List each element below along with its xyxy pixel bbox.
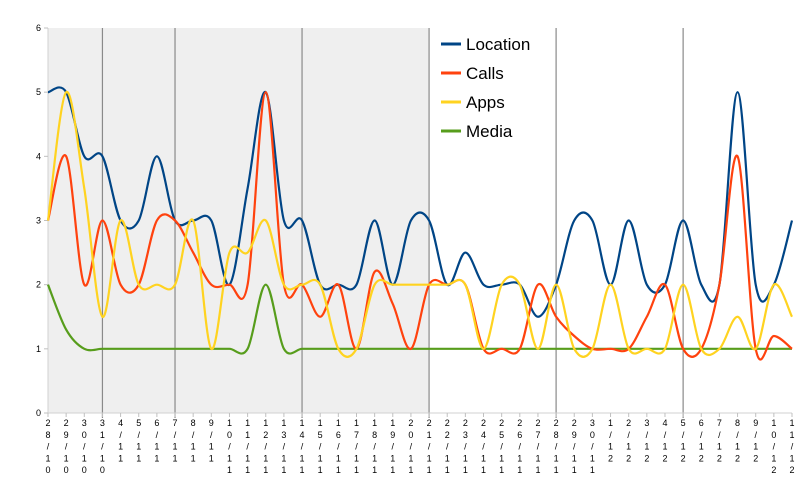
legend-label: Calls — [466, 64, 504, 83]
x-tick-label: 2 4/1 1 — [481, 418, 486, 475]
x-tick-label: 1 3/1 1 — [281, 418, 286, 475]
x-tick-label: 1 9/1 1 — [390, 418, 395, 475]
x-tick-label: 2 8/1 1 — [554, 418, 559, 475]
x-tick-label: 2 9/1 1 — [572, 418, 577, 475]
y-tick-label: 4 — [36, 151, 41, 161]
x-tick-label: 8/1 1 — [191, 418, 196, 463]
legend-label: Location — [466, 35, 530, 54]
x-tick-label: 1/1 2 — [608, 418, 613, 463]
x-tick-label: 2 9/1 0 — [64, 418, 69, 475]
x-tick-label: 5/1 2 — [681, 418, 686, 463]
x-tick-label: 1 8/1 1 — [372, 418, 377, 475]
y-tick-label: 1 — [36, 344, 41, 354]
x-tick-label: 1 0/1 2 — [771, 418, 776, 475]
x-tick-label: 1 1/1 2 — [789, 418, 794, 475]
x-tick-label: 2 2/1 1 — [445, 418, 450, 475]
x-tick-label: 2 7/1 1 — [535, 418, 540, 475]
x-tick-label: 1 4/1 1 — [300, 418, 305, 475]
x-tick-label: 2 1/1 1 — [427, 418, 432, 475]
x-tick-label: 1 6/1 1 — [336, 418, 341, 475]
x-tick-label: 2/1 2 — [626, 418, 631, 463]
legend-label: Media — [466, 122, 513, 141]
x-tick-labels: 2 8/1 0 2 9/1 0 3 0/1 0 3 1/1 0 4/1 1 5/1 1 6/1 1 7/1 1 8/1 1… — [45, 413, 795, 475]
x-tick-label: 7/1 2 — [717, 418, 722, 463]
x-tick-label: 4/1 1 — [118, 418, 123, 463]
series-lines — [46, 86, 794, 361]
x-tick-label: 6/1 1 — [154, 418, 159, 463]
x-tick-label: 2 0/1 1 — [408, 418, 413, 475]
y-tick-label: 0 — [36, 408, 41, 418]
x-tick-label: 6/1 2 — [699, 418, 704, 463]
x-tick-label: 8/1 2 — [735, 418, 740, 463]
x-tick-label: 2 6/1 1 — [517, 418, 522, 475]
series-line-apps — [46, 91, 793, 358]
y-tick-label: 5 — [36, 87, 41, 97]
x-tick-label: 5/1 1 — [136, 418, 141, 463]
x-tick-label: 1 7/1 1 — [354, 418, 359, 475]
x-tick-label: 2 5/1 1 — [499, 418, 504, 475]
legend: Location Calls Apps Media — [441, 35, 530, 141]
x-tick-label: 3 0/1 1 — [590, 418, 595, 475]
y-tick-label: 3 — [36, 216, 41, 226]
x-tick-label: 7/1 1 — [173, 418, 178, 463]
x-tick-label: 9/1 1 — [209, 418, 214, 463]
x-tick-label: 1 0/1 1 — [227, 418, 232, 475]
y-tick-label: 2 — [36, 280, 41, 290]
y-tick-labels: 0 1 2 3 4 5 6 — [36, 23, 48, 418]
x-tick-label: 1 5/1 1 — [318, 418, 323, 475]
x-tick-label: 3/1 2 — [644, 418, 649, 463]
shaded-region — [48, 28, 430, 413]
y-tick-label: 6 — [36, 23, 41, 33]
x-tick-label: 4/1 2 — [662, 418, 667, 463]
x-tick-label: 2 3/1 1 — [463, 418, 468, 475]
x-tick-label: 3 1/1 0 — [100, 418, 105, 475]
legend-label: Apps — [466, 93, 505, 112]
series-line-calls — [46, 91, 793, 361]
x-tick-label: 2 8/1 0 — [45, 418, 50, 475]
x-tick-label: 3 0/1 0 — [82, 418, 87, 475]
x-tick-label: 1 1/1 1 — [245, 418, 250, 475]
x-tick-label: 9/1 2 — [753, 418, 758, 463]
x-tick-label: 1 2/1 1 — [263, 418, 268, 475]
